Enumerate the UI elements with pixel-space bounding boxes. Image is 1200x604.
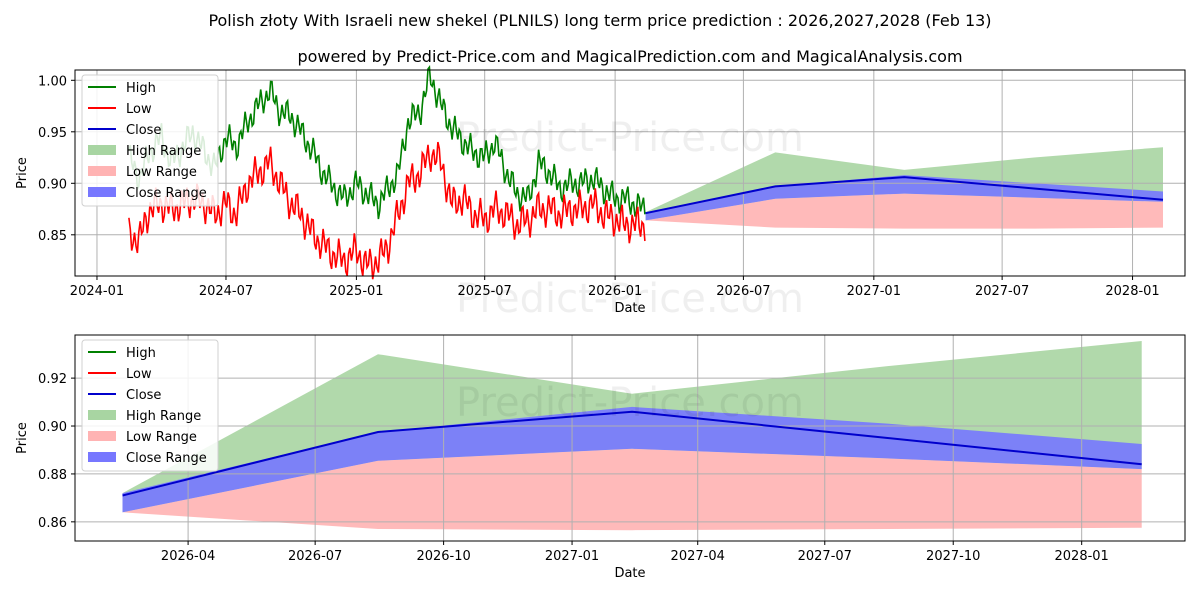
watermark: Predict-Price.com (456, 115, 804, 161)
low-line (128, 141, 646, 280)
legend-swatch (88, 452, 116, 462)
long-term-plot: 2024-01 2024-07 2025-01 2025-07 2026-01 2026-… (15, 64, 1186, 322)
y-tick-label: 0.92 (38, 372, 67, 387)
watermark: Predict-Price.com (456, 380, 804, 426)
low-range-band (122, 448, 1142, 531)
watermark: Predict-Price.com (456, 276, 804, 322)
x-tick-label: 2024-07 (199, 284, 253, 299)
legend-swatch (88, 187, 116, 197)
x-tick-label: 2028-01 (1055, 549, 1109, 564)
x-tick-label: 2026-01 (588, 284, 642, 299)
x-axis-label: Date (614, 566, 645, 581)
y-tick-label: 0.90 (38, 177, 67, 192)
legend-label: Low Range (126, 165, 197, 180)
x-tick-label: 2025-07 (458, 284, 512, 299)
legend-label: High Range (126, 144, 201, 159)
legend-swatch (88, 431, 116, 441)
y-axis-label: Price (15, 157, 30, 189)
x-tick-label: 2028-01 (1105, 284, 1159, 299)
x-tick-label: 2026-10 (416, 549, 470, 564)
y-tick-label: 0.90 (38, 420, 67, 435)
legend-label: Close Range (126, 186, 207, 201)
legend-swatch (88, 410, 116, 420)
legend-label: Close (126, 123, 161, 138)
axes-frame (74, 334, 1186, 542)
legend-label: High (126, 346, 156, 361)
axes-frame (74, 69, 1186, 277)
x-tick-label: 2026-07 (288, 549, 342, 564)
legend-swatch (88, 145, 116, 155)
y-tick-label: 0.85 (38, 229, 67, 244)
legend-label: Low (126, 102, 152, 117)
legend-label: High Range (126, 409, 201, 424)
x-tick-label: 2025-01 (329, 284, 383, 299)
legend-label: High (126, 81, 156, 96)
close-range-band (645, 175, 1163, 221)
close-line (122, 410, 1142, 497)
x-axis-label: Date (614, 301, 645, 316)
y-tick-label: 0.86 (38, 516, 67, 531)
y-tick-label: 0.88 (38, 468, 67, 483)
x-tick-label: 2024-01 (70, 284, 124, 299)
legend-label: Low (126, 367, 152, 382)
legend-label: Close Range (126, 451, 207, 466)
y-tick-label: 1.00 (38, 74, 67, 89)
legend-label: Close (126, 388, 161, 403)
legend-label: Low Range (126, 430, 197, 445)
x-tick-label: 2027-10 (926, 549, 980, 564)
x-tick-label: 2026-07 (716, 284, 770, 299)
x-tick-label: 2027-07 (975, 284, 1029, 299)
chart-title: Polish złoty With Israeli new shekel (PL… (208, 11, 991, 30)
close-range-band (122, 406, 1142, 513)
low-range-band (645, 193, 1163, 229)
x-tick-label: 2027-01 (847, 284, 901, 299)
legend-swatch (88, 166, 116, 176)
y-axis-label: Price (15, 422, 30, 454)
y-tick-label: 0.95 (38, 126, 67, 141)
chart-subtitle: powered by Predict-Price.com and Magical… (297, 47, 962, 66)
x-tick-label: 2026-04 (161, 549, 215, 564)
x-tick-label: 2027-01 (545, 549, 599, 564)
prediction-zoom-plot: 2026-04 2026-07 2026-10 2027-01 2027-04 2027-… (15, 334, 1186, 581)
x-tick-label: 2027-07 (798, 549, 852, 564)
x-tick-label: 2027-04 (671, 549, 725, 564)
close-line (645, 176, 1164, 215)
